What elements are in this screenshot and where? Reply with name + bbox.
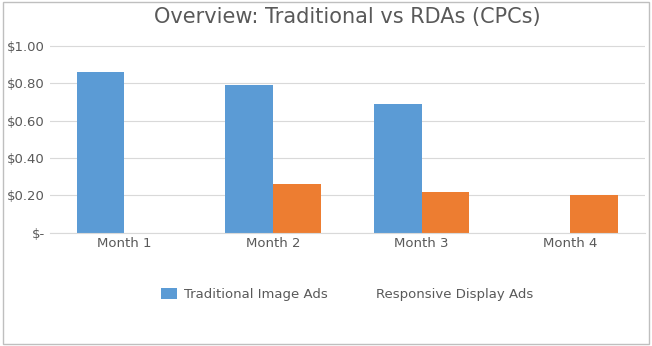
Bar	[422, 192, 469, 233]
Bar	[77, 72, 125, 233]
Bar	[374, 104, 422, 233]
Bar	[273, 184, 321, 233]
Bar	[226, 85, 273, 233]
Legend: Traditional Image Ads, Responsive Display Ads: Traditional Image Ads, Responsive Displa…	[156, 282, 539, 306]
Bar	[570, 195, 618, 233]
Title: Overview: Traditional vs RDAs (CPCs): Overview: Traditional vs RDAs (CPCs)	[154, 7, 541, 27]
